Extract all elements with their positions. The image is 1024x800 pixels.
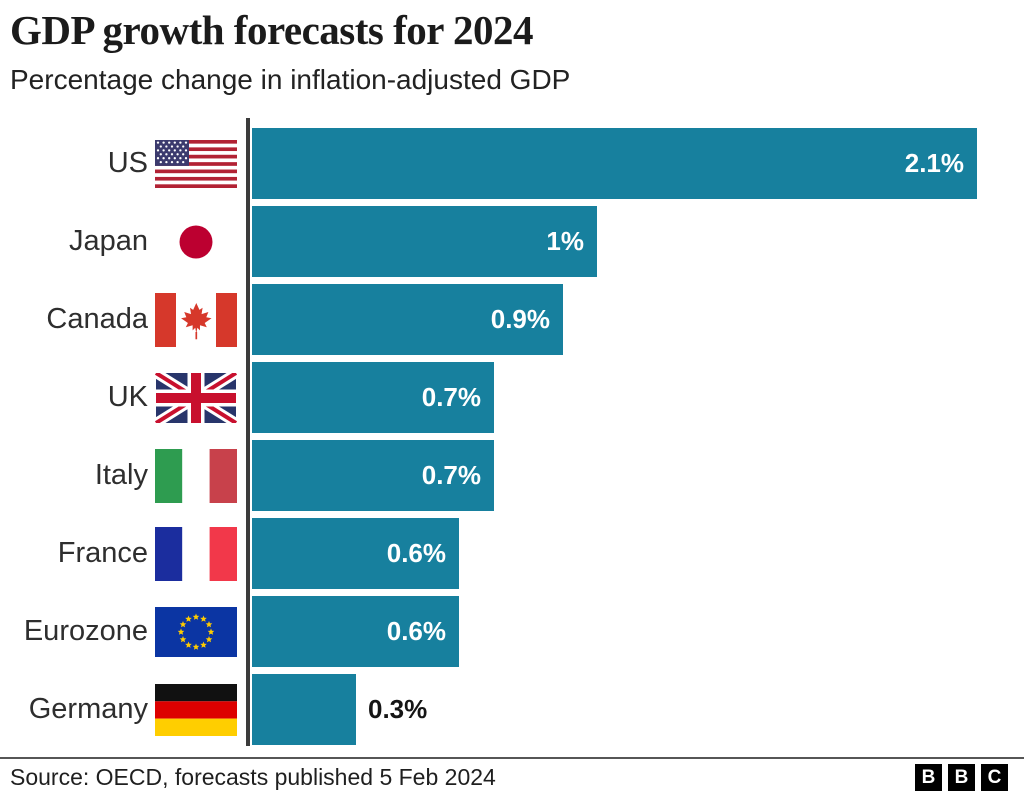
country-label: Germany bbox=[28, 693, 148, 725]
france-flag-icon bbox=[155, 526, 237, 581]
category-label-group: UK bbox=[0, 372, 246, 423]
bar-track: 1% bbox=[252, 206, 1024, 277]
bar-track: 0.9% bbox=[252, 284, 1024, 355]
source-text: Source: OECD, forecasts published 5 Feb … bbox=[10, 764, 496, 790]
bar-row: UK 0.7% bbox=[0, 362, 1024, 433]
bar: 0.6% bbox=[252, 596, 459, 667]
category-label-group: Germany bbox=[0, 683, 246, 736]
value-label: 2.1% bbox=[904, 148, 964, 178]
country-label: Canada bbox=[46, 303, 148, 335]
bar-row: Japan 1% bbox=[0, 206, 1024, 277]
bar-track: 0.7% bbox=[252, 362, 1024, 433]
country-label: UK bbox=[107, 381, 148, 413]
footer: Source: OECD, forecasts published 5 Feb … bbox=[0, 757, 1024, 800]
value-label-outside: 0.3% bbox=[368, 694, 428, 724]
bar-track: 0.6% bbox=[252, 596, 1024, 667]
bbc-logo-letter: B bbox=[948, 764, 975, 791]
bar-track: 2.1% bbox=[252, 128, 1024, 199]
uk-flag-icon bbox=[155, 372, 237, 423]
country-label: US bbox=[107, 147, 148, 179]
category-label-group: Japan bbox=[0, 217, 246, 266]
country-label: France bbox=[57, 537, 148, 569]
bar: 0.7% bbox=[252, 440, 494, 511]
bar-row: France 0.6% bbox=[0, 518, 1024, 589]
value-label: 1% bbox=[546, 226, 584, 256]
bar-track: 0.7% bbox=[252, 440, 1024, 511]
value-label: 0.9% bbox=[490, 304, 550, 334]
bar-row: US 2.1% bbox=[0, 128, 1024, 199]
value-label: 0.7% bbox=[421, 460, 481, 490]
category-label-group: Eurozone bbox=[0, 606, 246, 657]
bar-row: Germany 0.3% bbox=[0, 674, 1024, 745]
bar: 0.7% bbox=[252, 362, 494, 433]
value-label: 0.6% bbox=[386, 616, 446, 646]
country-label: Japan bbox=[68, 225, 148, 257]
chart-subtitle: Percentage change in inflation-adjusted … bbox=[10, 64, 571, 95]
bbc-logo-letter: B bbox=[915, 764, 942, 791]
bar: 0.6% bbox=[252, 518, 459, 589]
italy-flag-icon bbox=[155, 448, 237, 503]
germany-flag-icon bbox=[155, 683, 237, 736]
category-label-group: Italy bbox=[0, 448, 246, 503]
country-label: Italy bbox=[94, 459, 148, 491]
canada-flag-icon bbox=[155, 292, 237, 347]
value-label: 0.6% bbox=[386, 538, 446, 568]
bar-row: Italy 0.7% bbox=[0, 440, 1024, 511]
bar-rows: US 2.1% Japan 1% Canada 0.9% bbox=[0, 118, 1024, 745]
bar: 2.1% bbox=[252, 128, 977, 199]
y-axis-line bbox=[246, 118, 250, 746]
category-label-group: France bbox=[0, 526, 246, 581]
bar-row: Eurozone 0.6% bbox=[0, 596, 1024, 667]
category-label-group: US bbox=[0, 139, 246, 188]
eurozone-flag-icon bbox=[155, 606, 237, 657]
bar: 0.9% bbox=[252, 284, 563, 355]
value-label: 0.7% bbox=[421, 382, 481, 412]
us-flag-icon bbox=[155, 139, 237, 188]
bar bbox=[252, 674, 356, 745]
chart-title: GDP growth forecasts for 2024 bbox=[10, 7, 533, 53]
japan-flag-icon bbox=[155, 217, 237, 266]
bar: 1% bbox=[252, 206, 597, 277]
bar-track: 0.6% bbox=[252, 518, 1024, 589]
category-label-group: Canada bbox=[0, 292, 246, 347]
bar-row: Canada 0.9% bbox=[0, 284, 1024, 355]
bbc-logo-letter: C bbox=[981, 764, 1008, 791]
bar-chart: US 2.1% Japan 1% Canada 0.9% bbox=[0, 118, 1024, 746]
country-label: Eurozone bbox=[23, 615, 148, 647]
bar-track: 0.3% bbox=[252, 674, 1024, 745]
